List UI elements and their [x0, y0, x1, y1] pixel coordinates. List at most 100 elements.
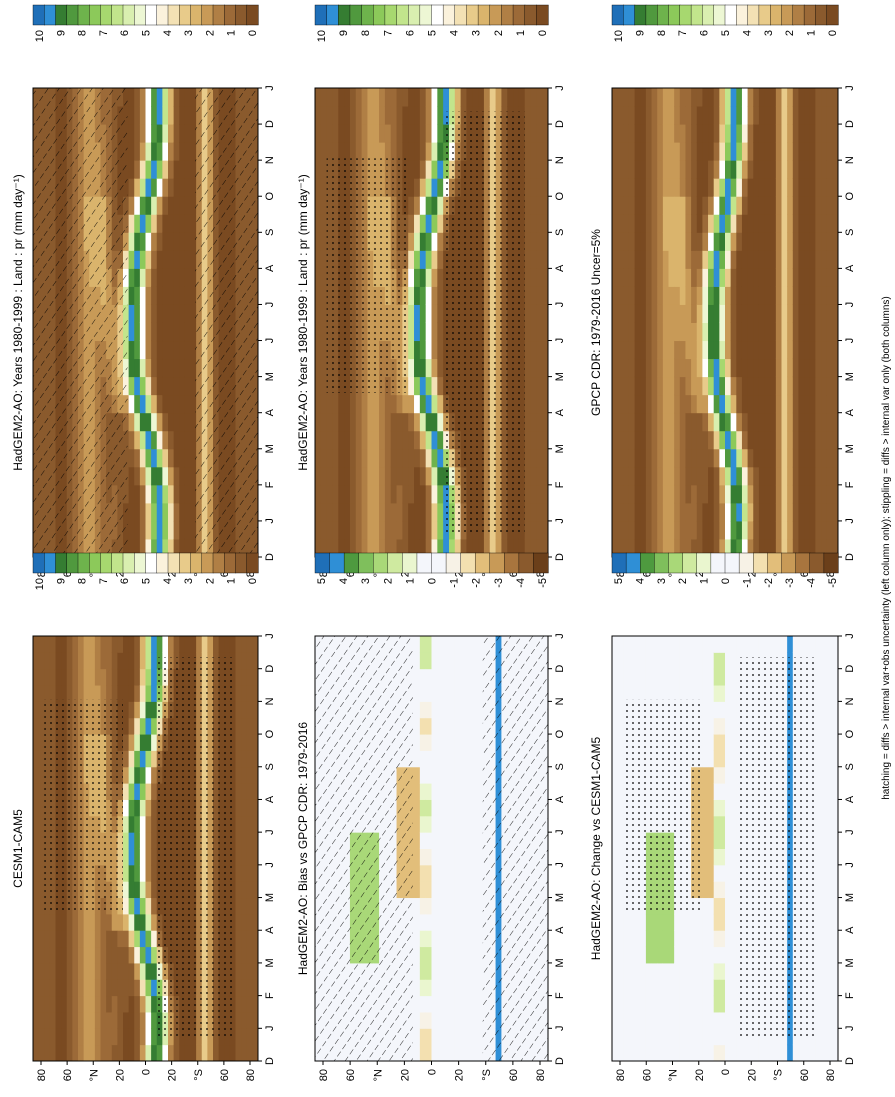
heatmap-cell — [753, 322, 760, 342]
heatmap-cell — [367, 142, 374, 161]
heatmap-cell — [94, 636, 101, 653]
heatmap-cell — [617, 304, 624, 323]
heatmap-cell — [128, 214, 135, 233]
heatmap-cell — [326, 430, 333, 450]
colorbar-swatch — [55, 552, 68, 574]
heatmap-cell — [355, 484, 363, 504]
heatmap-cell — [179, 636, 186, 653]
colorbar-swatch — [179, 4, 192, 26]
heatmap-cell — [809, 394, 816, 414]
heatmap-cell — [530, 196, 537, 215]
heatmap-cell — [151, 930, 158, 948]
heatmap-cell — [355, 448, 363, 468]
heatmap-cell — [623, 304, 630, 323]
heatmap-cell — [478, 538, 485, 558]
heatmap-cell — [792, 466, 799, 486]
heatmap-cell — [758, 142, 766, 161]
heatmap-cell — [612, 430, 619, 450]
heatmap-cell — [809, 142, 816, 161]
heatmap-cell — [326, 124, 333, 143]
heatmap-cell — [826, 304, 833, 323]
heatmap-cell — [662, 124, 669, 143]
heatmap-cell — [524, 502, 532, 522]
heatmap-cell — [815, 448, 822, 468]
heatmap-cell — [530, 232, 537, 251]
heatmap-cell — [33, 701, 40, 719]
heatmap-cell — [542, 484, 549, 504]
heatmap-cell — [524, 124, 532, 143]
heatmap-cell — [770, 214, 777, 233]
heatmap-cell — [61, 995, 68, 1013]
heatmap-cell — [123, 946, 130, 964]
heatmap-cell — [764, 412, 771, 432]
heatmap-cell — [832, 430, 839, 450]
heatmap-cell — [448, 538, 456, 558]
heatmap-cell — [139, 394, 146, 414]
colorbar-swatch — [803, 4, 816, 26]
heatmap-cell — [128, 196, 135, 215]
heatmap-cell — [145, 652, 152, 670]
heatmap-cell — [100, 668, 107, 686]
heatmap-cell — [815, 304, 822, 323]
heatmap-cell — [168, 214, 175, 233]
heatmap-cell — [139, 214, 146, 233]
heatmap-cell — [315, 538, 322, 558]
x-tick-label: F — [554, 481, 566, 488]
heatmap-cell — [809, 124, 816, 143]
heatmap-cell — [719, 466, 726, 486]
heatmap-cell — [425, 214, 432, 233]
heatmap-cell — [235, 995, 242, 1013]
heatmap-cell — [72, 652, 79, 670]
heatmap-cell — [524, 520, 532, 540]
heatmap-cell — [361, 106, 368, 125]
colorbar-swatch — [235, 552, 248, 574]
heatmap-cell — [156, 358, 163, 378]
x-tick-label: O — [844, 192, 856, 201]
heatmap-cell — [162, 538, 169, 558]
heatmap-cell — [741, 178, 749, 197]
heatmap-cell — [645, 412, 653, 432]
heatmap-cell — [617, 466, 624, 486]
x-tick-label: J — [554, 518, 566, 524]
heatmap-cell — [787, 484, 794, 504]
heatmap-cell — [235, 1011, 242, 1029]
heatmap-cell — [384, 106, 392, 125]
heatmap-cell — [640, 268, 647, 287]
heatmap-cell — [612, 322, 619, 342]
heatmap-cell — [134, 897, 141, 915]
heatmap-cell — [145, 106, 152, 125]
heatmap-cell — [628, 232, 636, 251]
heatmap-cell — [798, 358, 805, 378]
colorbar-label: 3 — [763, 30, 775, 36]
heatmap-cell — [162, 430, 169, 450]
heatmap-cell — [145, 979, 152, 997]
heatmap-cell — [338, 124, 345, 143]
heatmap-cell — [804, 88, 811, 107]
heatmap-cell — [736, 142, 743, 161]
heatmap-cell — [478, 88, 485, 107]
heatmap-cell — [139, 268, 146, 287]
heatmap-cell — [134, 178, 141, 197]
heatmap-cell — [373, 520, 380, 540]
heatmap-cell — [792, 232, 799, 251]
heatmap-cell — [425, 106, 432, 125]
heatmap-cell — [100, 1028, 107, 1046]
heatmap-cell — [645, 448, 653, 468]
heatmap-cell — [332, 448, 339, 468]
heatmap-cell — [179, 448, 186, 468]
heatmap-cell — [770, 430, 777, 450]
heatmap-cell — [44, 668, 51, 686]
heatmap-cell — [758, 88, 766, 107]
heatmap-cell — [781, 286, 788, 305]
heatmap-cell — [617, 178, 624, 197]
heatmap-cell — [437, 250, 444, 269]
heatmap-cell — [524, 448, 532, 468]
heatmap-cell — [832, 124, 839, 143]
heatmap-cell — [173, 196, 180, 215]
heatmap-cell — [145, 502, 152, 522]
heatmap-cell — [128, 636, 135, 653]
heatmap-cell — [128, 88, 135, 107]
heatmap-cell — [106, 685, 113, 702]
heatmap-cell — [241, 685, 248, 702]
